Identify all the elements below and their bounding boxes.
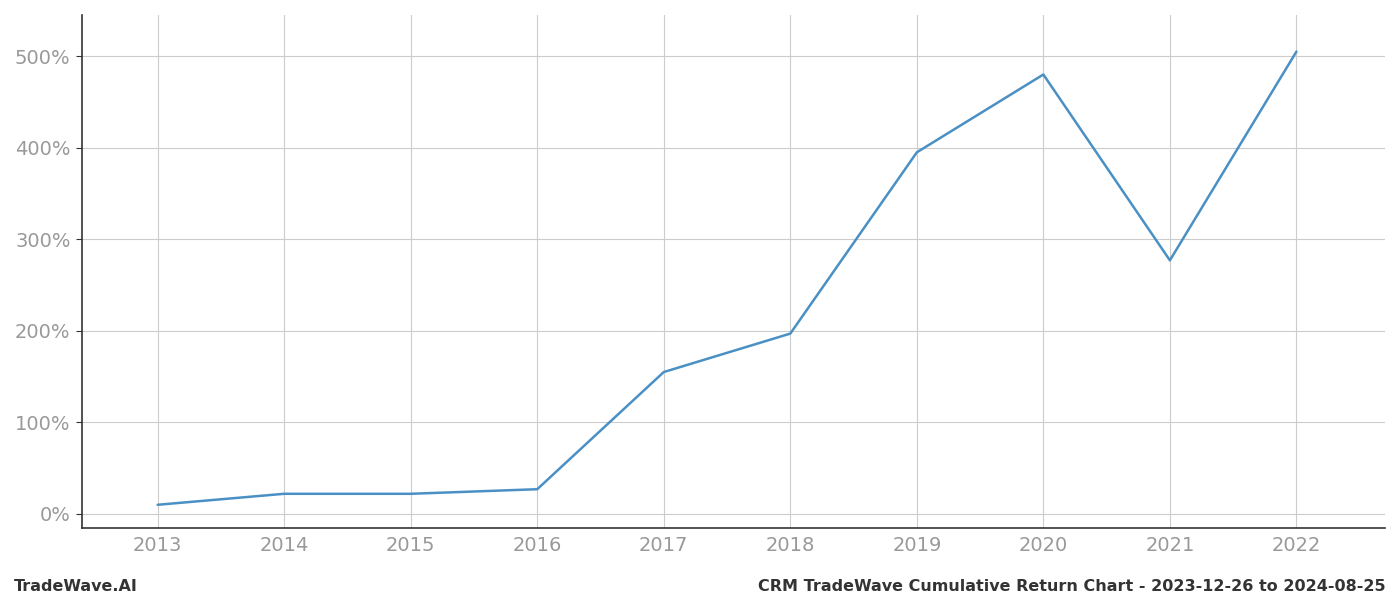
Text: TradeWave.AI: TradeWave.AI bbox=[14, 579, 137, 594]
Text: CRM TradeWave Cumulative Return Chart - 2023-12-26 to 2024-08-25: CRM TradeWave Cumulative Return Chart - … bbox=[759, 579, 1386, 594]
